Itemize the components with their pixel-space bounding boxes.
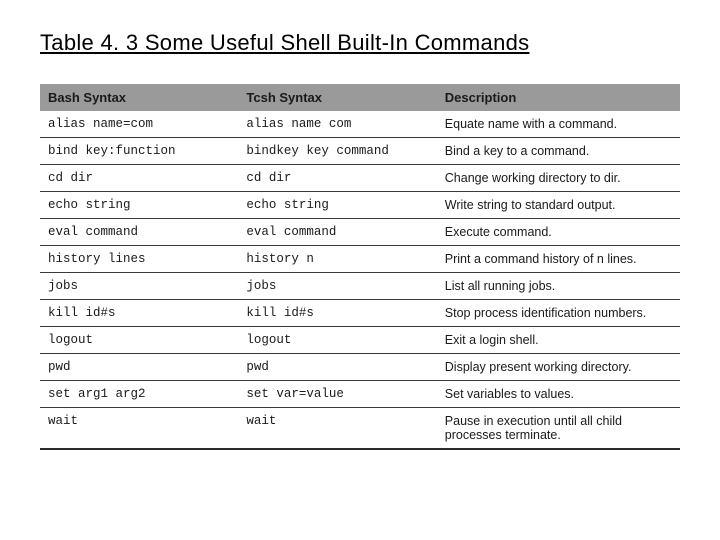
col-header-bash: Bash Syntax [40, 84, 238, 111]
cell-bash: history lines [40, 246, 238, 273]
cell-desc: Execute command. [437, 219, 680, 246]
cell-bash: echo string [40, 192, 238, 219]
cell-bash: kill id#s [40, 300, 238, 327]
cell-desc: Pause in execution until all child proce… [437, 408, 680, 450]
table-caption: Table 4. 3 Some Useful Shell Built-In Co… [40, 30, 680, 56]
table-row: cd dir cd dir Change working directory t… [40, 165, 680, 192]
cell-desc: Set variables to values. [437, 381, 680, 408]
cell-tcsh: set var=value [238, 381, 436, 408]
cell-tcsh: history n [238, 246, 436, 273]
cell-bash: pwd [40, 354, 238, 381]
cell-tcsh: cd dir [238, 165, 436, 192]
cell-tcsh: pwd [238, 354, 436, 381]
cell-bash: bind key:function [40, 138, 238, 165]
cell-bash: alias name=com [40, 111, 238, 138]
cell-bash: jobs [40, 273, 238, 300]
cell-bash: logout [40, 327, 238, 354]
cell-tcsh: wait [238, 408, 436, 450]
cell-desc: List all running jobs. [437, 273, 680, 300]
cell-desc: Change working directory to dir. [437, 165, 680, 192]
cell-tcsh: logout [238, 327, 436, 354]
cell-tcsh: bindkey key command [238, 138, 436, 165]
cell-desc: Print a command history of n lines. [437, 246, 680, 273]
cell-tcsh: jobs [238, 273, 436, 300]
cell-bash: wait [40, 408, 238, 450]
cell-desc: Write string to standard output. [437, 192, 680, 219]
col-header-desc: Description [437, 84, 680, 111]
table-row: set arg1 arg2 set var=value Set variable… [40, 381, 680, 408]
cell-desc: Exit a login shell. [437, 327, 680, 354]
table-header-row: Bash Syntax Tcsh Syntax Description [40, 84, 680, 111]
cell-bash: set arg1 arg2 [40, 381, 238, 408]
table-row: jobs jobs List all running jobs. [40, 273, 680, 300]
cell-desc: Display present working directory. [437, 354, 680, 381]
cell-desc: Stop process identification numbers. [437, 300, 680, 327]
table-row: echo string echo string Write string to … [40, 192, 680, 219]
col-header-tcsh: Tcsh Syntax [238, 84, 436, 111]
cell-tcsh: eval command [238, 219, 436, 246]
cell-tcsh: echo string [238, 192, 436, 219]
shell-commands-table: Bash Syntax Tcsh Syntax Description alia… [40, 84, 680, 450]
cell-tcsh: kill id#s [238, 300, 436, 327]
cell-desc: Bind a key to a command. [437, 138, 680, 165]
table-row: pwd pwd Display present working director… [40, 354, 680, 381]
cell-bash: eval command [40, 219, 238, 246]
table-row: kill id#s kill id#s Stop process identif… [40, 300, 680, 327]
table-row: alias name=com alias name com Equate nam… [40, 111, 680, 138]
table-row: bind key:function bindkey key command Bi… [40, 138, 680, 165]
table-row: history lines history n Print a command … [40, 246, 680, 273]
cell-bash: cd dir [40, 165, 238, 192]
table-row: logout logout Exit a login shell. [40, 327, 680, 354]
cell-desc: Equate name with a command. [437, 111, 680, 138]
table-row: wait wait Pause in execution until all c… [40, 408, 680, 450]
table-row: eval command eval command Execute comman… [40, 219, 680, 246]
cell-tcsh: alias name com [238, 111, 436, 138]
